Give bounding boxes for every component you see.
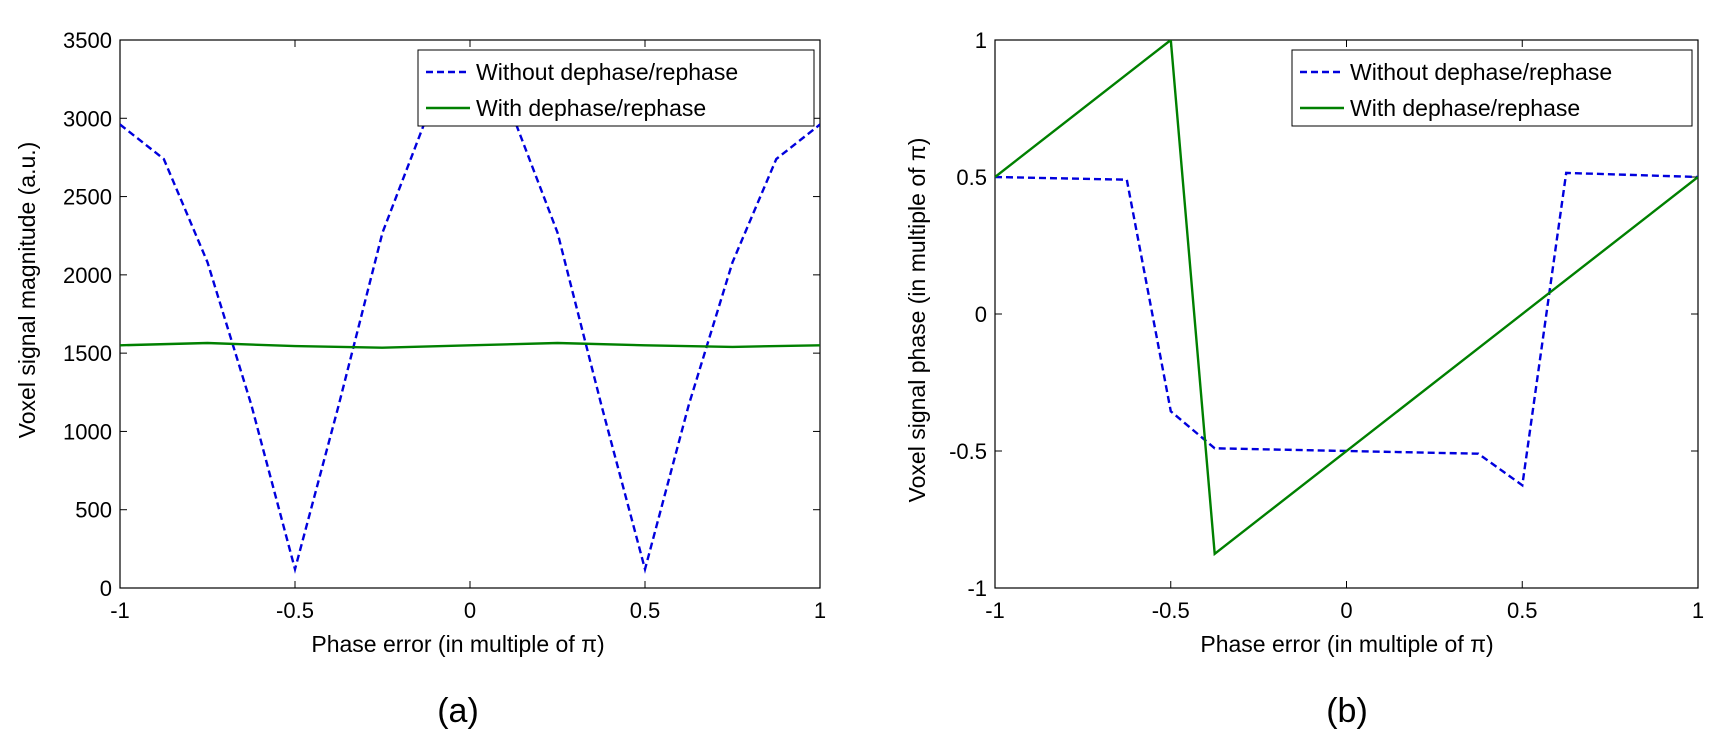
y-tick-label: 500: [75, 498, 112, 523]
y-axis-label: Voxel signal phase (in multiple of π): [904, 138, 930, 503]
x-tick-label: -0.5: [1152, 598, 1190, 623]
legend-entry-label: With dephase/rephase: [476, 95, 706, 121]
y-tick-label: 3000: [63, 106, 112, 131]
panel-label: (a): [437, 692, 479, 730]
y-tick-label: 0.5: [956, 165, 987, 190]
x-tick-label: 1: [814, 598, 826, 623]
y-tick-label: -0.5: [949, 439, 987, 464]
legend-box: [1291, 49, 1693, 127]
legend-box: [417, 49, 815, 127]
y-tick-label: 0: [975, 302, 987, 327]
series-line-with-dephase-rephase: [995, 40, 1698, 557]
panel-label: (b): [1326, 692, 1368, 730]
y-tick-label: 1500: [63, 341, 112, 366]
y-axis-label: Voxel signal magnitude (a.u.): [14, 142, 40, 439]
x-axis-label: Phase error (in multiple of π): [1200, 631, 1493, 657]
x-tick-label: -1: [985, 598, 1005, 623]
legend: Without dephase/rephase With dephase/reph…: [1291, 49, 1693, 127]
x-tick-label: 0.5: [1507, 598, 1538, 623]
legend-entry-label: With dephase/rephase: [1350, 95, 1580, 121]
x-tick-label: 0.5: [630, 598, 661, 623]
series-line-with-dephase-rephase: [120, 341, 820, 349]
x-tick-label: -1: [110, 598, 130, 623]
x-tick-label: 0: [464, 598, 476, 623]
y-tick-label: 3500: [63, 28, 112, 53]
y-tick-label: 2000: [63, 263, 112, 288]
y-tick-label: 0: [100, 576, 112, 601]
legend-entry-label: Without dephase/rephase: [1350, 59, 1612, 85]
y-tick-label: 1000: [63, 419, 112, 444]
x-axis-label: Phase error (in multiple of π): [311, 631, 604, 657]
chart-panel-b: Voxel signal phase (in multiple of π) Ph…: [904, 28, 1704, 730]
legend: Without dephase/rephase With dephase/reph…: [417, 49, 815, 127]
chart-panel-a: Voxel signal magnitude (a.u.) Phase erro…: [14, 28, 826, 730]
x-tick-label: 0: [1340, 598, 1352, 623]
y-tick-label: -1: [967, 576, 987, 601]
legend-entry-label: Without dephase/rephase: [476, 59, 738, 85]
y-tick-label: 2500: [63, 185, 112, 210]
x-tick-label: -0.5: [276, 598, 314, 623]
y-tick-label: 1: [975, 28, 987, 53]
series-line-without-dephase-rephase: [995, 171, 1698, 488]
x-tick-label: 1: [1692, 598, 1704, 623]
series-line-without-dephase-rephase: [120, 50, 820, 574]
